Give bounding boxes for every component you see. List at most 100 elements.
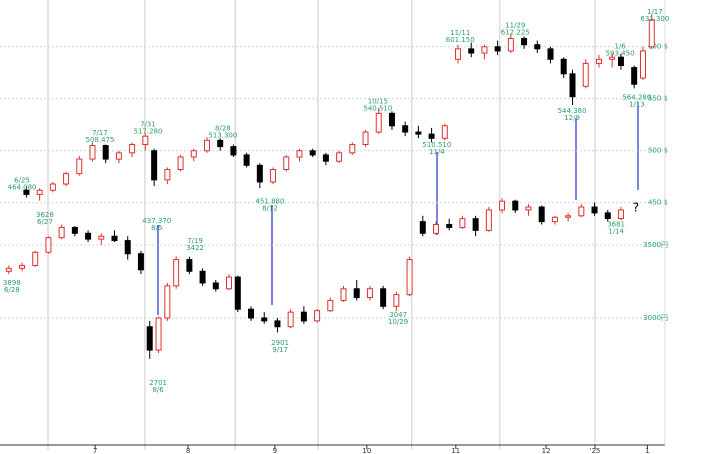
candle-body (547, 48, 554, 60)
candle-body (481, 46, 488, 54)
candle-body (314, 310, 321, 322)
candle-body (111, 235, 118, 242)
annotation: 508.475 (85, 136, 114, 144)
annotation: 8/6 (152, 386, 164, 394)
candle-body (459, 218, 466, 228)
annotation: 10/29 (388, 318, 408, 326)
y-tick-label: 450 $ (648, 199, 668, 207)
annotation: 2901 (271, 339, 289, 347)
candle-body (190, 150, 197, 158)
annotation: 6/27 (37, 218, 53, 226)
annotation: 12/9 (564, 114, 580, 122)
candle-body (472, 218, 479, 231)
candle-body (525, 206, 532, 211)
candle-body (639, 50, 646, 79)
candle-body (362, 131, 369, 146)
candle-body (270, 168, 277, 183)
candle-body (226, 276, 233, 290)
candle-body (521, 37, 528, 46)
candle-body (538, 206, 545, 223)
candle-body (485, 209, 492, 231)
candle-body (102, 145, 109, 160)
annotation: 1/17 (647, 8, 663, 16)
candle-body (63, 173, 70, 185)
annotation: 631.300 (640, 15, 669, 23)
candle-body (406, 259, 413, 296)
annotation: 8/5 (151, 224, 162, 232)
candle-body (243, 154, 250, 166)
candle-body (230, 146, 237, 156)
candle-body (512, 200, 519, 211)
annotation: 11/4 (429, 148, 445, 156)
candle-body (137, 253, 144, 271)
candle-body (507, 37, 514, 52)
candle-body (58, 226, 65, 239)
y-tick-label: 500 $ (648, 147, 668, 155)
candle-body (322, 154, 329, 162)
candle-body (432, 224, 439, 234)
candle-body (36, 189, 43, 195)
candle-body (578, 206, 585, 217)
candle-body (569, 73, 576, 98)
annotation: 564.280 (622, 93, 651, 101)
candle-body (648, 19, 655, 48)
annotation: 510.510 (422, 141, 451, 149)
connector-lines (157, 102, 639, 315)
candle-body (248, 308, 255, 319)
annotation: 451.880 (255, 197, 284, 205)
candle-body (468, 48, 475, 54)
x-tick-label: 12 (542, 447, 551, 454)
x-tick-label: 9 (273, 447, 277, 454)
candle-body (203, 139, 210, 152)
y-tick-label: 600 $ (648, 43, 668, 51)
candle-body (393, 294, 400, 307)
candle-body (560, 58, 567, 75)
candle-body (212, 282, 219, 290)
annotation: 6/25 (14, 177, 30, 185)
annotation: 601.150 (446, 36, 475, 44)
candle-body (164, 285, 171, 319)
candle-body (164, 168, 171, 181)
candle-body (327, 299, 334, 312)
candle-body (309, 150, 316, 156)
candle-body (71, 226, 78, 234)
annotation: 3681 (607, 221, 625, 229)
candle-body (151, 150, 158, 181)
candle-body (234, 276, 241, 310)
candle-body (499, 200, 506, 211)
candle-body (591, 206, 598, 214)
candle-body (631, 67, 638, 85)
candle-body (582, 62, 589, 87)
candle-body (146, 326, 153, 351)
annotation: 1/13 (629, 100, 645, 108)
candle-body (261, 317, 268, 322)
candle-body (186, 259, 193, 272)
candle-body (494, 46, 501, 52)
candle-body (89, 145, 96, 160)
annotation: 2701 (149, 379, 167, 387)
y-tick-label: 550 $ (648, 95, 668, 103)
annotation: 437.370 (142, 217, 171, 225)
annotation: 11/11 (450, 29, 470, 37)
candle-body (300, 311, 307, 322)
candle-body (19, 264, 26, 269)
candle-body (98, 235, 105, 240)
candle-body (199, 270, 206, 284)
annotation: 513.300 (208, 132, 237, 140)
candle-body (217, 139, 224, 148)
annotation: 11/29 (505, 22, 525, 30)
candle-body (287, 311, 294, 328)
candle-body (609, 56, 616, 60)
candle-body (551, 216, 558, 223)
candle-body (565, 215, 572, 218)
x-tick-label: 8 (186, 447, 190, 454)
x-tick-label: '25 (590, 447, 601, 454)
candle-body (617, 209, 624, 220)
candle-body (441, 125, 448, 139)
candle-body (23, 189, 30, 195)
candle-body (296, 150, 303, 158)
candle-body (446, 224, 453, 228)
annotation: 3047 (389, 311, 407, 319)
candle-body (340, 288, 347, 301)
candle-body (604, 212, 611, 220)
